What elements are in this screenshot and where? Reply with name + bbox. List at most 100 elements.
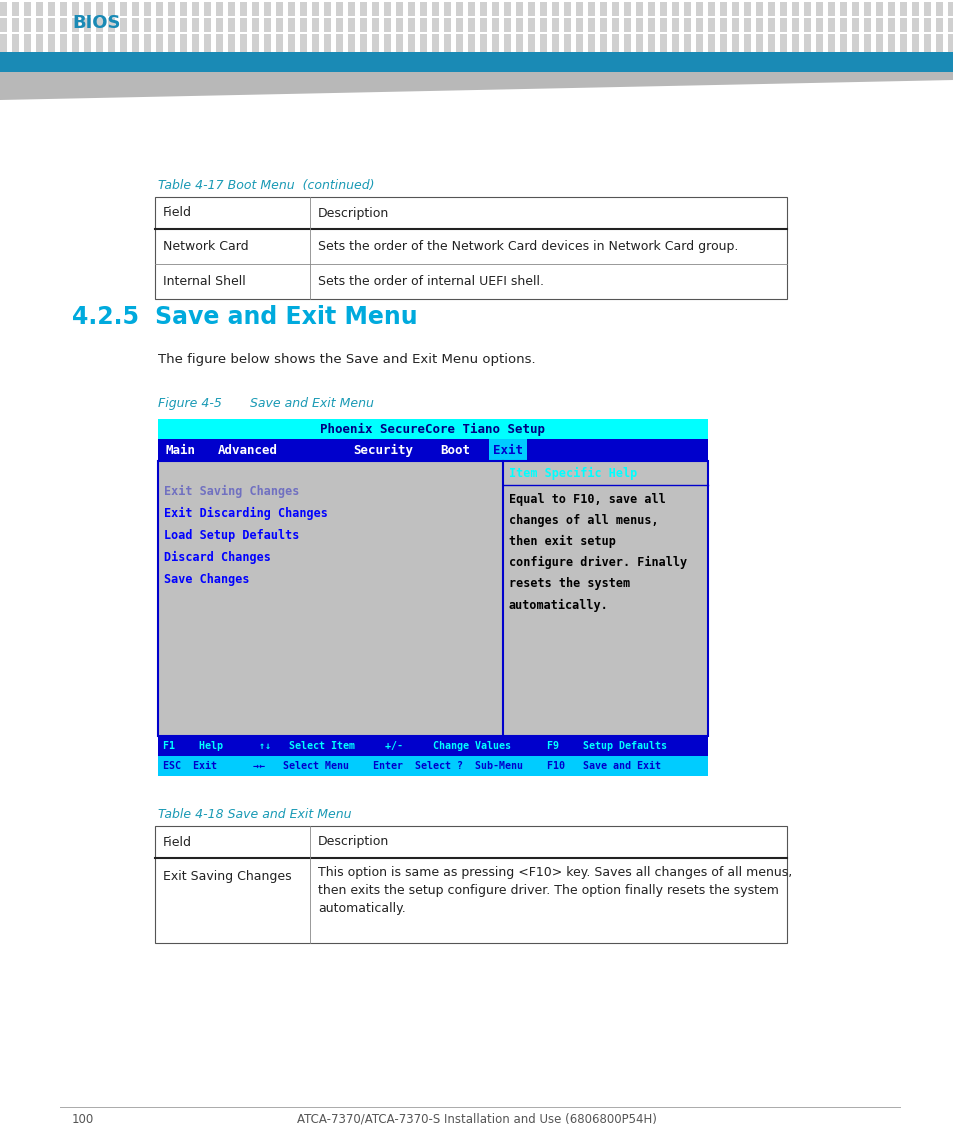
Bar [168, 18, 174, 32]
Bar [275, 48, 283, 62]
Bar [791, 18, 799, 32]
Bar [755, 2, 762, 16]
Bar [419, 48, 427, 62]
Bar [299, 2, 307, 16]
Bar [755, 34, 762, 48]
Bar [36, 18, 43, 32]
Bar [192, 48, 199, 62]
Bar [252, 48, 258, 62]
Bar [743, 18, 750, 32]
Bar [12, 2, 19, 16]
Bar [312, 2, 318, 16]
Text: 4.2.5: 4.2.5 [71, 305, 139, 329]
Bar [419, 34, 427, 48]
Bar [48, 48, 55, 62]
Bar [48, 34, 55, 48]
Bar [707, 48, 714, 62]
Bar [395, 2, 402, 16]
Bar [348, 2, 355, 16]
Bar [384, 34, 391, 48]
Bar [0, 0, 953, 50]
Text: Exit: Exit [493, 443, 522, 457]
Bar [875, 18, 882, 32]
Bar [264, 48, 271, 62]
Bar [683, 2, 690, 16]
Bar [887, 48, 894, 62]
Bar [158, 736, 707, 756]
Bar [492, 48, 498, 62]
Text: The figure below shows the Save and Exit Menu options.: The figure below shows the Save and Exit… [158, 353, 535, 366]
Bar [24, 18, 30, 32]
Bar [120, 48, 127, 62]
Bar [24, 2, 30, 16]
Bar [443, 34, 451, 48]
Bar [492, 18, 498, 32]
Bar [324, 34, 331, 48]
Bar [851, 48, 858, 62]
Bar [432, 48, 438, 62]
Bar [899, 18, 906, 32]
Bar [348, 34, 355, 48]
Bar [96, 48, 103, 62]
Bar [71, 34, 79, 48]
Bar [899, 48, 906, 62]
Bar [312, 18, 318, 32]
Bar [288, 2, 294, 16]
Bar [348, 18, 355, 32]
Text: Sets the order of the Network Card devices in Network Card group.: Sets the order of the Network Card devic… [317, 240, 738, 253]
Bar [516, 34, 522, 48]
Bar [803, 34, 810, 48]
Bar [108, 48, 115, 62]
Bar [516, 18, 522, 32]
Bar [312, 48, 318, 62]
Bar [683, 48, 690, 62]
Bar [240, 34, 247, 48]
Bar [312, 34, 318, 48]
Bar [671, 34, 679, 48]
Bar [432, 34, 438, 48]
Bar [503, 48, 511, 62]
Bar [552, 34, 558, 48]
Bar [324, 48, 331, 62]
Bar [863, 2, 870, 16]
Bar [408, 34, 415, 48]
Bar [299, 34, 307, 48]
Bar [96, 2, 103, 16]
Bar [671, 48, 679, 62]
Bar [108, 18, 115, 32]
Bar [468, 18, 475, 32]
Bar [683, 18, 690, 32]
Bar [158, 461, 707, 736]
Bar [215, 34, 223, 48]
Bar [539, 18, 546, 32]
Bar [180, 2, 187, 16]
Text: Table 4-17 Boot Menu  (continued): Table 4-17 Boot Menu (continued) [158, 179, 375, 192]
Bar [803, 2, 810, 16]
Bar [36, 48, 43, 62]
Bar [743, 48, 750, 62]
Bar [683, 34, 690, 48]
Bar [636, 34, 642, 48]
Bar [180, 18, 187, 32]
Bar [720, 34, 726, 48]
Bar [767, 48, 774, 62]
Bar [827, 2, 834, 16]
Bar [911, 2, 918, 16]
Text: Exit Discarding Changes: Exit Discarding Changes [164, 506, 328, 520]
Bar [154, 197, 786, 299]
Bar [132, 48, 139, 62]
Bar [840, 34, 846, 48]
Bar [408, 18, 415, 32]
Bar [84, 18, 91, 32]
Bar [731, 48, 739, 62]
Text: Field: Field [163, 206, 192, 220]
Bar [180, 34, 187, 48]
Bar [612, 2, 618, 16]
Bar [144, 48, 151, 62]
Bar [252, 2, 258, 16]
Bar [264, 18, 271, 32]
Bar [696, 18, 702, 32]
Bar [335, 48, 343, 62]
Bar [240, 2, 247, 16]
Bar [154, 826, 786, 858]
